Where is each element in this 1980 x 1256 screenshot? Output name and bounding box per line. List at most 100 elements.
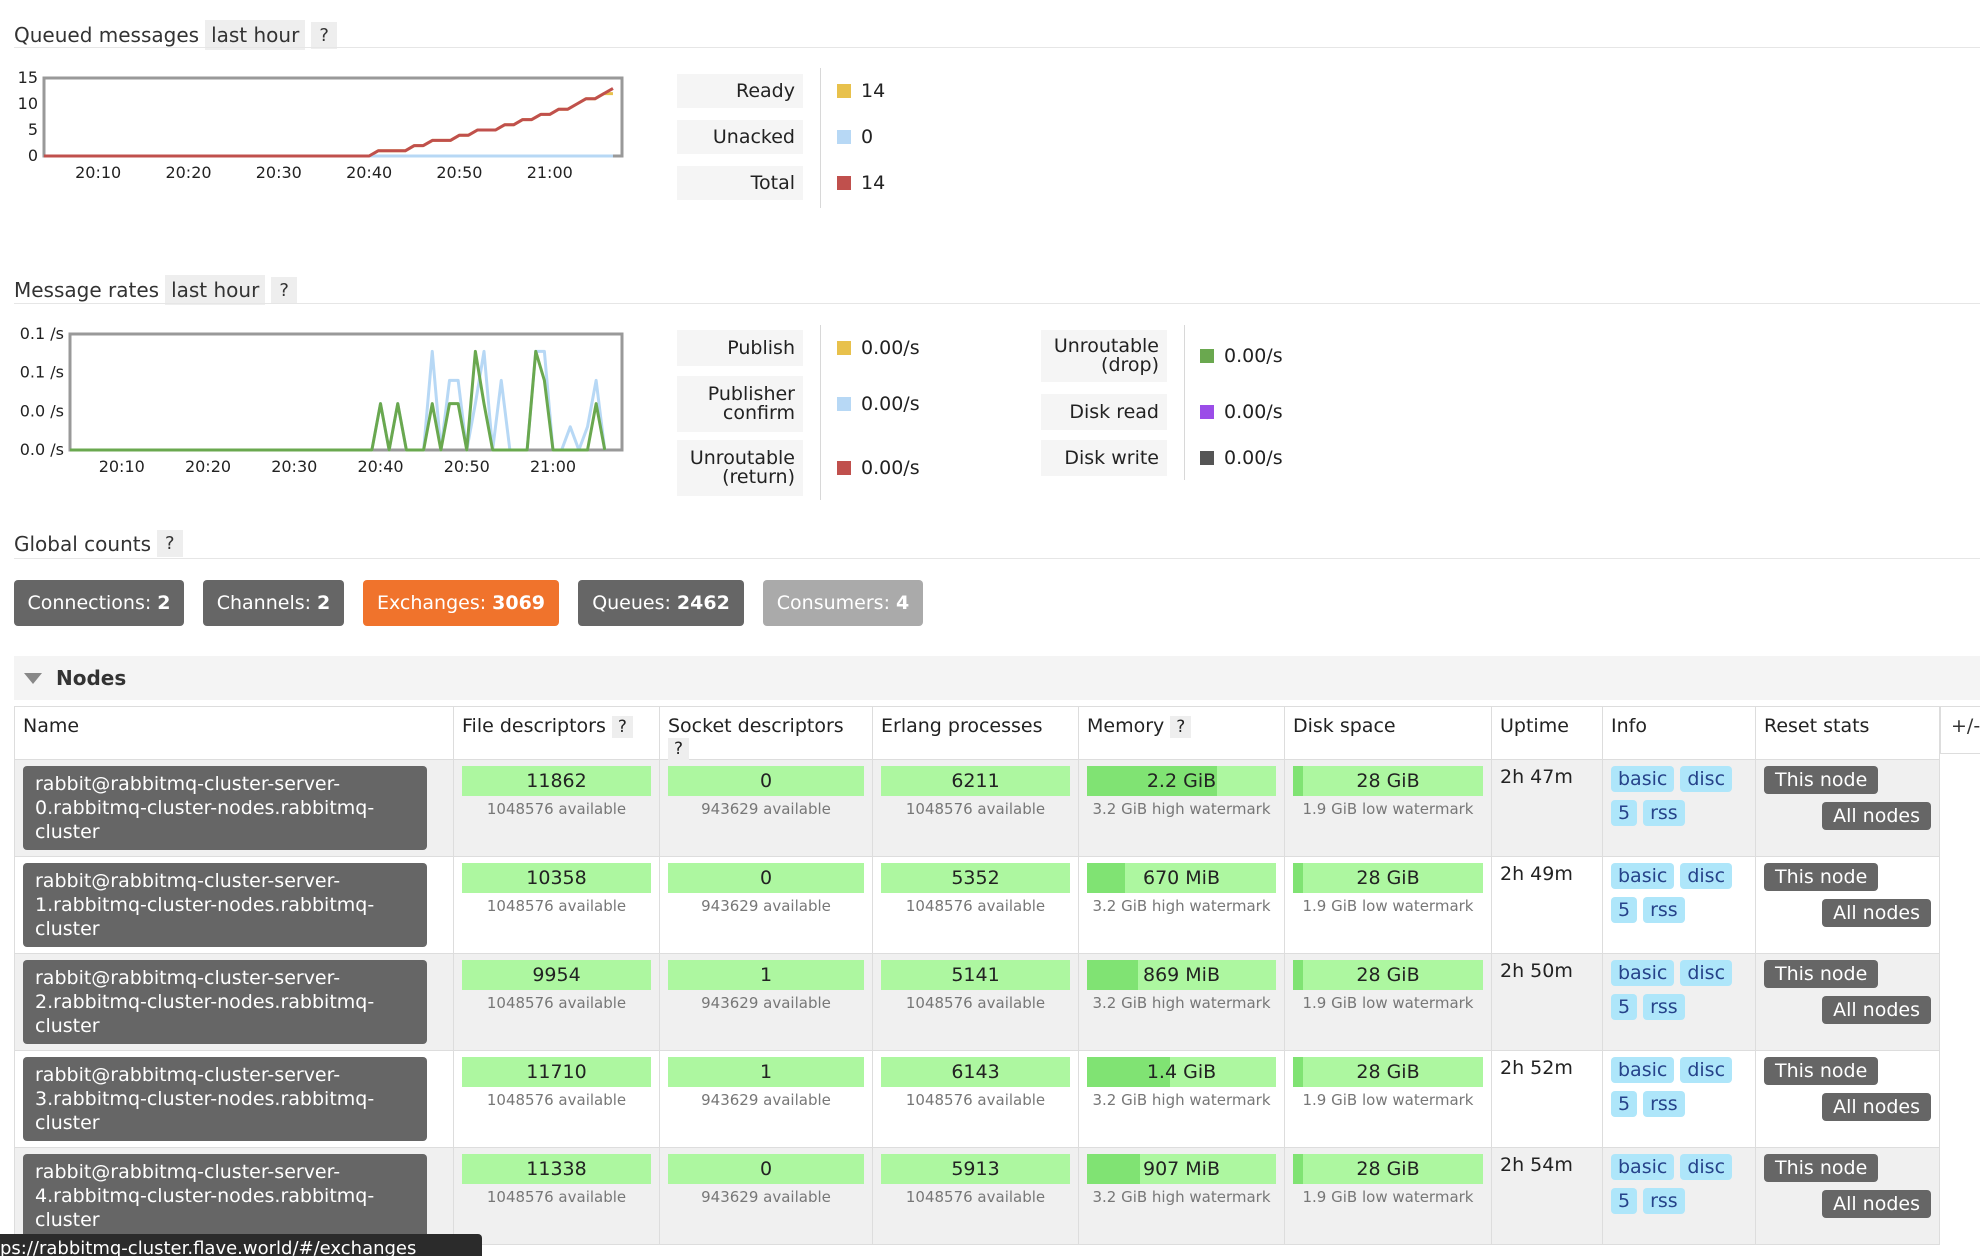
rates-help-button[interactable]: ? (271, 276, 297, 304)
disk-value: 28 GiB (1356, 1061, 1420, 1083)
info-tag[interactable]: disc (1680, 863, 1733, 889)
reset-all-nodes-button[interactable]: All nodes (1822, 1190, 1931, 1218)
reset-cell: This node All nodes (1755, 953, 1940, 1051)
count-button-exchanges[interactable]: Exchanges: 3069 (363, 580, 559, 626)
global-counts-help-button[interactable]: ? (157, 530, 183, 557)
sd-cell: 0 943629 available (659, 1147, 873, 1245)
col-reset-stats: Reset stats (1755, 706, 1940, 760)
sd-available: 943629 available (701, 994, 831, 1012)
table-row: rabbit@rabbitmq-cluster-server-0.rabbitm… (14, 759, 1940, 857)
legend-value: 0.00/s (1200, 394, 1283, 430)
info-tag[interactable]: rss (1643, 994, 1685, 1020)
info-tag[interactable]: rss (1643, 897, 1685, 923)
disk-watermark: 1.9 GiB low watermark (1302, 800, 1474, 818)
reset-cell: This node All nodes (1755, 1147, 1940, 1245)
node-name-link[interactable]: rabbit@rabbitmq-cluster-server-3.rabbitm… (23, 1057, 427, 1141)
info-tag[interactable]: 5 (1611, 1188, 1638, 1214)
reset-this-node-button[interactable]: This node (1764, 960, 1879, 988)
count-button-consumers[interactable]: Consumers: 4 (763, 580, 923, 626)
info-tag[interactable]: disc (1680, 1154, 1733, 1180)
info-tag[interactable]: rss (1643, 1091, 1685, 1117)
col-uptime[interactable]: Uptime (1491, 706, 1603, 760)
memory-cell: 670 MiB 3.2 GiB high watermark (1078, 856, 1285, 954)
uptime-value: 2h 52m (1500, 1057, 1573, 1079)
count-value: 2462 (676, 592, 730, 614)
legend-label: Unacked (677, 120, 803, 154)
sd-help-button[interactable]: ? (668, 738, 690, 760)
info-tag[interactable]: 5 (1611, 897, 1638, 923)
col-info-label: Info (1611, 715, 1647, 737)
reset-this-node-button[interactable]: This node (1764, 863, 1879, 891)
divider (14, 303, 1980, 304)
memory-bar: 1.4 GiB (1087, 1057, 1276, 1087)
memory-bar: 670 MiB (1087, 863, 1276, 893)
col-name[interactable]: Name (14, 706, 454, 760)
mem-help-button[interactable]: ? (1170, 716, 1192, 738)
col-erlang-processes[interactable]: Erlang processes (872, 706, 1079, 760)
queued-help-button[interactable]: ? (311, 21, 337, 49)
info-tag[interactable]: basic (1611, 1154, 1675, 1180)
reset-this-node-button[interactable]: This node (1764, 766, 1879, 794)
fd-available: 1048576 available (486, 1188, 627, 1206)
fd-bar: 9954 (462, 960, 651, 990)
info-tag[interactable]: basic (1611, 863, 1675, 889)
legend-label: Publish (677, 330, 803, 366)
reset-this-node-button[interactable]: This node (1764, 1057, 1879, 1085)
columns-toggle-button[interactable]: +/- (1940, 706, 1980, 754)
count-label: Connections: (27, 592, 152, 614)
reset-all-nodes-button[interactable]: All nodes (1822, 899, 1931, 927)
sd-available: 943629 available (701, 1091, 831, 1109)
y-tick-label: 15 (18, 68, 38, 87)
sd-value: 1 (759, 1061, 773, 1083)
fd-available: 1048576 available (486, 994, 627, 1012)
node-name-link[interactable]: rabbit@rabbitmq-cluster-server-1.rabbitm… (23, 863, 427, 947)
fd-help-button[interactable]: ? (611, 716, 633, 738)
divider (14, 558, 1980, 559)
nodes-section-toggle[interactable]: Nodes (14, 656, 1980, 700)
col-info[interactable]: Info (1602, 706, 1756, 760)
info-tag[interactable]: 5 (1611, 800, 1638, 826)
count-button-queues[interactable]: Queues: 2462 (578, 580, 744, 626)
info-tag[interactable]: disc (1680, 1057, 1733, 1083)
info-tag[interactable]: 5 (1611, 994, 1638, 1020)
legend-divider (1184, 325, 1185, 480)
reset-all-nodes-button[interactable]: All nodes (1822, 996, 1931, 1024)
info-tag[interactable]: disc (1680, 960, 1733, 986)
col-file-descriptors[interactable]: File descriptors? (453, 706, 660, 760)
reset-this-node-button[interactable]: This node (1764, 1154, 1879, 1182)
node-name-link[interactable]: rabbit@rabbitmq-cluster-server-0.rabbitm… (23, 766, 427, 850)
count-button-connections[interactable]: Connections: 2 (14, 580, 184, 626)
rates-range-selector[interactable]: last hour (165, 275, 266, 305)
node-name-cell: rabbit@rabbitmq-cluster-server-2.rabbitm… (14, 953, 454, 1051)
y-tick-label: 0.0 /s (20, 401, 64, 420)
queued-range-selector[interactable]: last hour (205, 20, 306, 50)
queued-messages-label: Queued messages (14, 23, 200, 47)
col-memory[interactable]: Memory? (1078, 706, 1285, 760)
node-name-link[interactable]: rabbit@rabbitmq-cluster-server-2.rabbitm… (23, 960, 427, 1044)
info-tag[interactable]: rss (1643, 800, 1685, 826)
col-socket-descriptors[interactable]: Socket descriptors? (659, 706, 873, 760)
info-tag[interactable]: basic (1611, 766, 1675, 792)
reset-all-nodes-button[interactable]: All nodes (1822, 1093, 1931, 1121)
ep-available: 1048576 available (905, 800, 1046, 818)
legend-value-text: 0.00/s (1224, 447, 1283, 469)
reset-all-nodes-button[interactable]: All nodes (1822, 802, 1931, 830)
col-disk-space[interactable]: Disk space (1284, 706, 1492, 760)
ep-bar: 6143 (881, 1057, 1070, 1087)
disk-watermark: 1.9 GiB low watermark (1302, 1188, 1474, 1206)
memory-bar: 869 MiB (1087, 960, 1276, 990)
sd-value: 0 (759, 1158, 773, 1180)
memory-cell: 1.4 GiB 3.2 GiB high watermark (1078, 1050, 1285, 1148)
info-tag[interactable]: rss (1643, 1188, 1685, 1214)
info-tag[interactable]: basic (1611, 1057, 1675, 1083)
node-name-link[interactable]: rabbit@rabbitmq-cluster-server-4.rabbitm… (23, 1154, 427, 1238)
info-tag[interactable]: disc (1680, 766, 1733, 792)
disk-bar-fill (1293, 960, 1303, 990)
ep-value: 5141 (951, 964, 1000, 986)
info-tag[interactable]: 5 (1611, 1091, 1638, 1117)
memory-watermark: 3.2 GiB high watermark (1092, 800, 1271, 818)
col-reset-label: Reset stats (1764, 715, 1870, 737)
info-tag[interactable]: basic (1611, 960, 1675, 986)
x-tick-label: 21:00 (527, 163, 573, 182)
count-button-channels[interactable]: Channels: 2 (203, 580, 344, 626)
